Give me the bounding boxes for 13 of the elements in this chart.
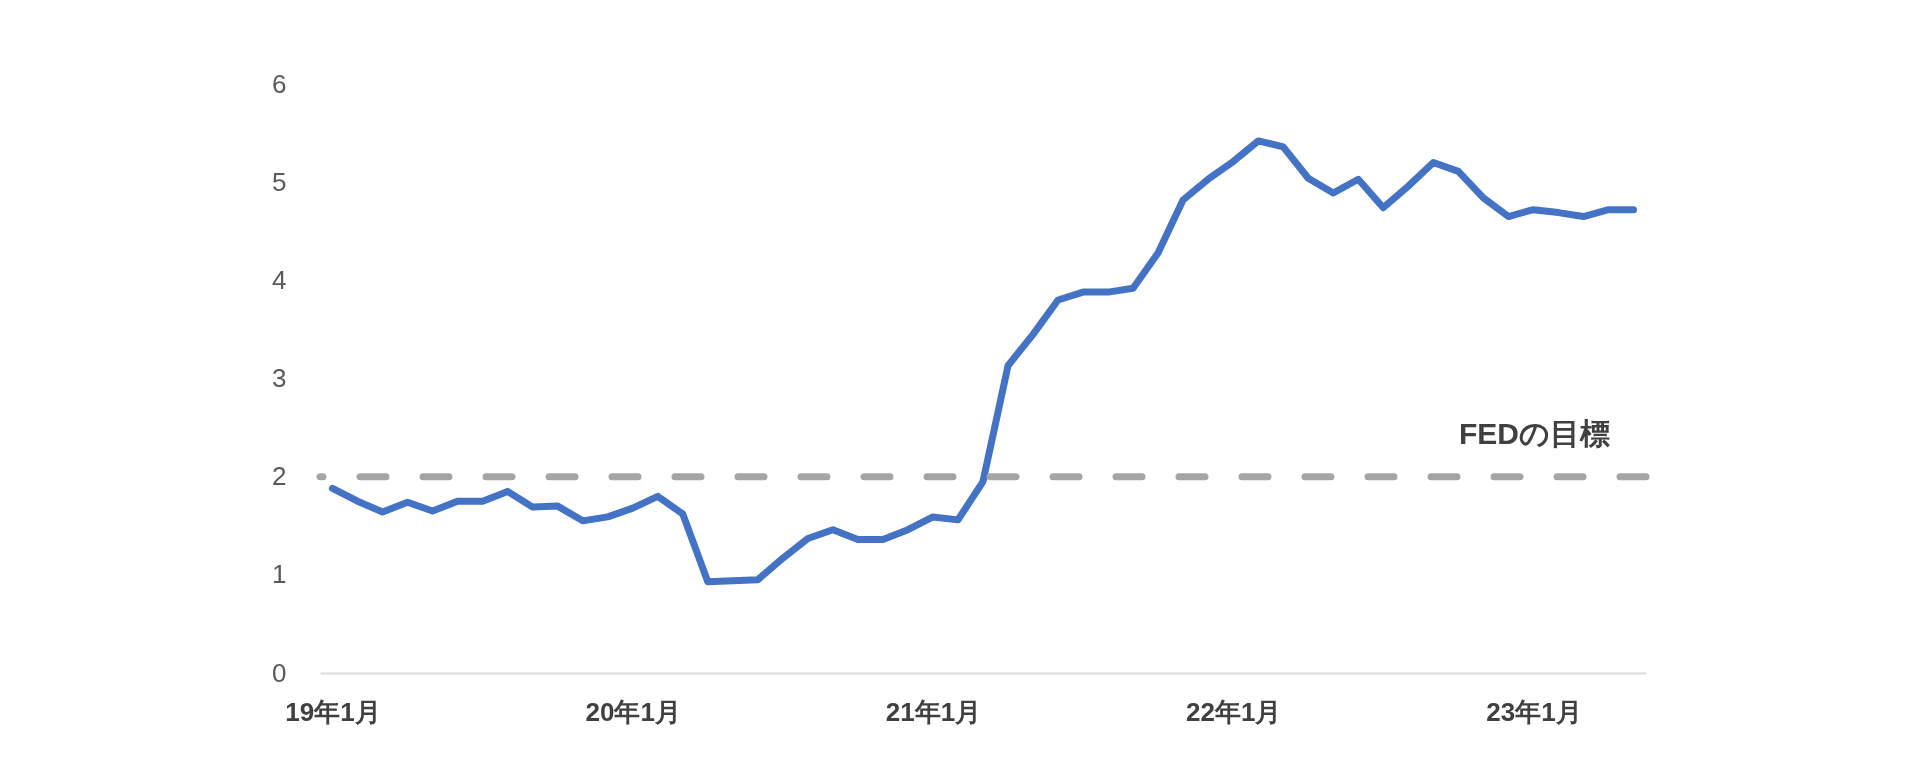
y-tick-label: 4 xyxy=(272,264,287,295)
x-tick-label: 21年1月 xyxy=(885,696,982,727)
y-tick-label: 1 xyxy=(272,559,287,590)
y-tick-label: 2 xyxy=(272,461,287,492)
x-tick-label: 23年1月 xyxy=(1486,696,1582,727)
x-tick-label: 22年1月 xyxy=(1185,696,1282,727)
x-tick-label: 20年1月 xyxy=(585,696,681,727)
ref-line-label: FEDの目標 xyxy=(1459,416,1610,450)
y-tick-label: 6 xyxy=(272,68,287,99)
y-tick-label: 0 xyxy=(272,657,287,688)
y-tick-label: 3 xyxy=(272,363,287,393)
y-tick-label: 5 xyxy=(272,166,287,197)
x-tick-label: 19年1月 xyxy=(285,696,381,727)
